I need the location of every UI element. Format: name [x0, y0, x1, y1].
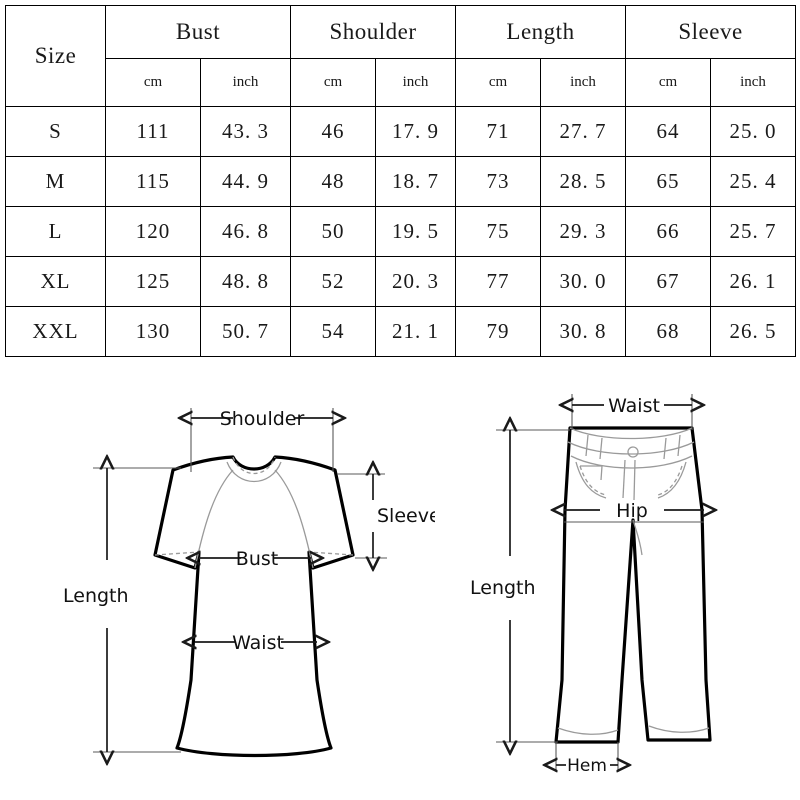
cell-bust-cm: 115: [105, 156, 201, 207]
cell-shoulder-cm: 54: [290, 306, 376, 357]
cell-shoulder-cm: 48: [290, 156, 376, 207]
cell-shoulder-inch: 19. 5: [375, 206, 456, 257]
cell-bust-cm: 130: [105, 306, 201, 357]
bust-label: Bust: [236, 548, 278, 570]
table-header: Size Bust Shoulder Length Sleeve cm inch…: [5, 5, 796, 107]
size-chart-table-container: Size Bust Shoulder Length Sleeve cm inch…: [5, 5, 796, 357]
table-row: S 111 43. 3 46 17. 9 71 27. 7 64 25. 0: [5, 106, 796, 157]
hem-label: Hem: [567, 756, 607, 776]
column-group-shoulder: Shoulder: [290, 5, 456, 59]
shoulder-dimension: Shoulder: [191, 408, 333, 472]
cell-size: XXL: [5, 306, 106, 357]
cell-sleeve-inch: 26. 1: [710, 256, 796, 307]
cell-length-cm: 75: [455, 206, 541, 257]
tshirt-outline: [153, 455, 355, 758]
table-row: L 120 46. 8 50 19. 5 75 29. 3 66 25. 7: [5, 206, 796, 257]
table-body: S 111 43. 3 46 17. 9 71 27. 7 64 25. 0 M…: [5, 106, 796, 357]
length-dimension: Length: [63, 468, 181, 752]
cell-bust-inch: 43. 3: [200, 106, 291, 157]
cell-shoulder-cm: 46: [290, 106, 376, 157]
hip-dimension: Hip: [564, 500, 704, 523]
cell-sleeve-cm: 66: [625, 206, 711, 257]
cell-bust-cm: 111: [105, 106, 201, 157]
cell-bust-cm: 125: [105, 256, 201, 307]
pants-measurement-diagram: Waist Hip Length Hem: [470, 394, 800, 776]
column-group-sleeve: Sleeve: [625, 5, 796, 59]
column-group-length: Length: [455, 5, 626, 59]
shoulder-label: Shoulder: [220, 408, 305, 430]
sleeve-label: Sleeve: [377, 505, 435, 527]
cell-sleeve-inch: 26. 5: [710, 306, 796, 357]
cell-sleeve-cm: 64: [625, 106, 711, 157]
length-dimension: Length: [470, 430, 570, 742]
cell-sleeve-inch: 25. 7: [710, 206, 796, 257]
unit-header-sleeve-inch: inch: [710, 58, 796, 107]
cell-shoulder-cm: 50: [290, 206, 376, 257]
cell-shoulder-inch: 17. 9: [375, 106, 456, 157]
cell-bust-inch: 44. 9: [200, 156, 291, 207]
table-row: XL 125 48. 8 52 20. 3 77 30. 0 67 26. 1: [5, 256, 796, 307]
cell-bust-cm: 120: [105, 206, 201, 257]
cell-length-inch: 30. 0: [540, 256, 626, 307]
cell-size: M: [5, 156, 106, 207]
unit-header-sleeve-cm: cm: [625, 58, 711, 107]
pants-outline: [554, 426, 712, 744]
cell-size: XL: [5, 256, 106, 307]
cell-length-inch: 28. 5: [540, 156, 626, 207]
sleeve-dimension: Sleeve: [337, 474, 435, 558]
cell-sleeve-cm: 68: [625, 306, 711, 357]
table-row: XXL 130 50. 7 54 21. 1 79 30. 8 68 26. 5: [5, 306, 796, 357]
column-header-size: Size: [5, 5, 106, 107]
length-label: Length: [63, 585, 129, 607]
cell-sleeve-cm: 65: [625, 156, 711, 207]
waist-dimension: Waist: [195, 632, 317, 654]
cell-length-cm: 71: [455, 106, 541, 157]
cell-length-cm: 77: [455, 256, 541, 307]
cell-bust-inch: 48. 8: [200, 256, 291, 307]
cell-length-inch: 29. 3: [540, 206, 626, 257]
cell-bust-inch: 50. 7: [200, 306, 291, 357]
column-group-bust: Bust: [105, 5, 291, 59]
waist-label: Waist: [232, 632, 284, 654]
unit-header-bust-inch: inch: [200, 58, 291, 107]
tshirt-measurement-diagram: Shoulder Sleeve Bust Waist L: [63, 408, 435, 790]
bust-dimension: Bust: [199, 548, 311, 570]
cell-size: L: [5, 206, 106, 257]
waist-label: Waist: [608, 395, 660, 417]
waist-dimension: Waist: [572, 394, 692, 430]
cell-bust-inch: 46. 8: [200, 206, 291, 257]
unit-header-length-inch: inch: [540, 58, 626, 107]
measurement-diagrams: Shoulder Sleeve Bust Waist L: [0, 380, 800, 800]
table-header-row-units: cm inch cm inch cm inch cm inch: [6, 58, 796, 107]
hip-label: Hip: [616, 500, 648, 522]
cell-length-inch: 30. 8: [540, 306, 626, 357]
cell-shoulder-cm: 52: [290, 256, 376, 307]
cell-shoulder-inch: 20. 3: [375, 256, 456, 307]
length-label: Length: [470, 577, 536, 599]
unit-header-bust-cm: cm: [105, 58, 201, 107]
cell-length-cm: 79: [455, 306, 541, 357]
cell-size: S: [5, 106, 106, 157]
cell-sleeve-inch: 25. 0: [710, 106, 796, 157]
cell-sleeve-cm: 67: [625, 256, 711, 307]
table-row: M 115 44. 9 48 18. 7 73 28. 5 65 25. 4: [5, 156, 796, 207]
cell-length-cm: 73: [455, 156, 541, 207]
unit-header-length-cm: cm: [455, 58, 541, 107]
cell-shoulder-inch: 21. 1: [375, 306, 456, 357]
cell-shoulder-inch: 18. 7: [375, 156, 456, 207]
cell-length-inch: 27. 7: [540, 106, 626, 157]
hem-dimension: Hem: [556, 742, 618, 776]
unit-header-shoulder-cm: cm: [290, 58, 376, 107]
table-header-row-groups: Size Bust Shoulder Length Sleeve: [5, 5, 796, 107]
size-chart-table: Size Bust Shoulder Length Sleeve cm inch…: [5, 5, 796, 357]
unit-header-shoulder-inch: inch: [375, 58, 456, 107]
cell-sleeve-inch: 25. 4: [710, 156, 796, 207]
